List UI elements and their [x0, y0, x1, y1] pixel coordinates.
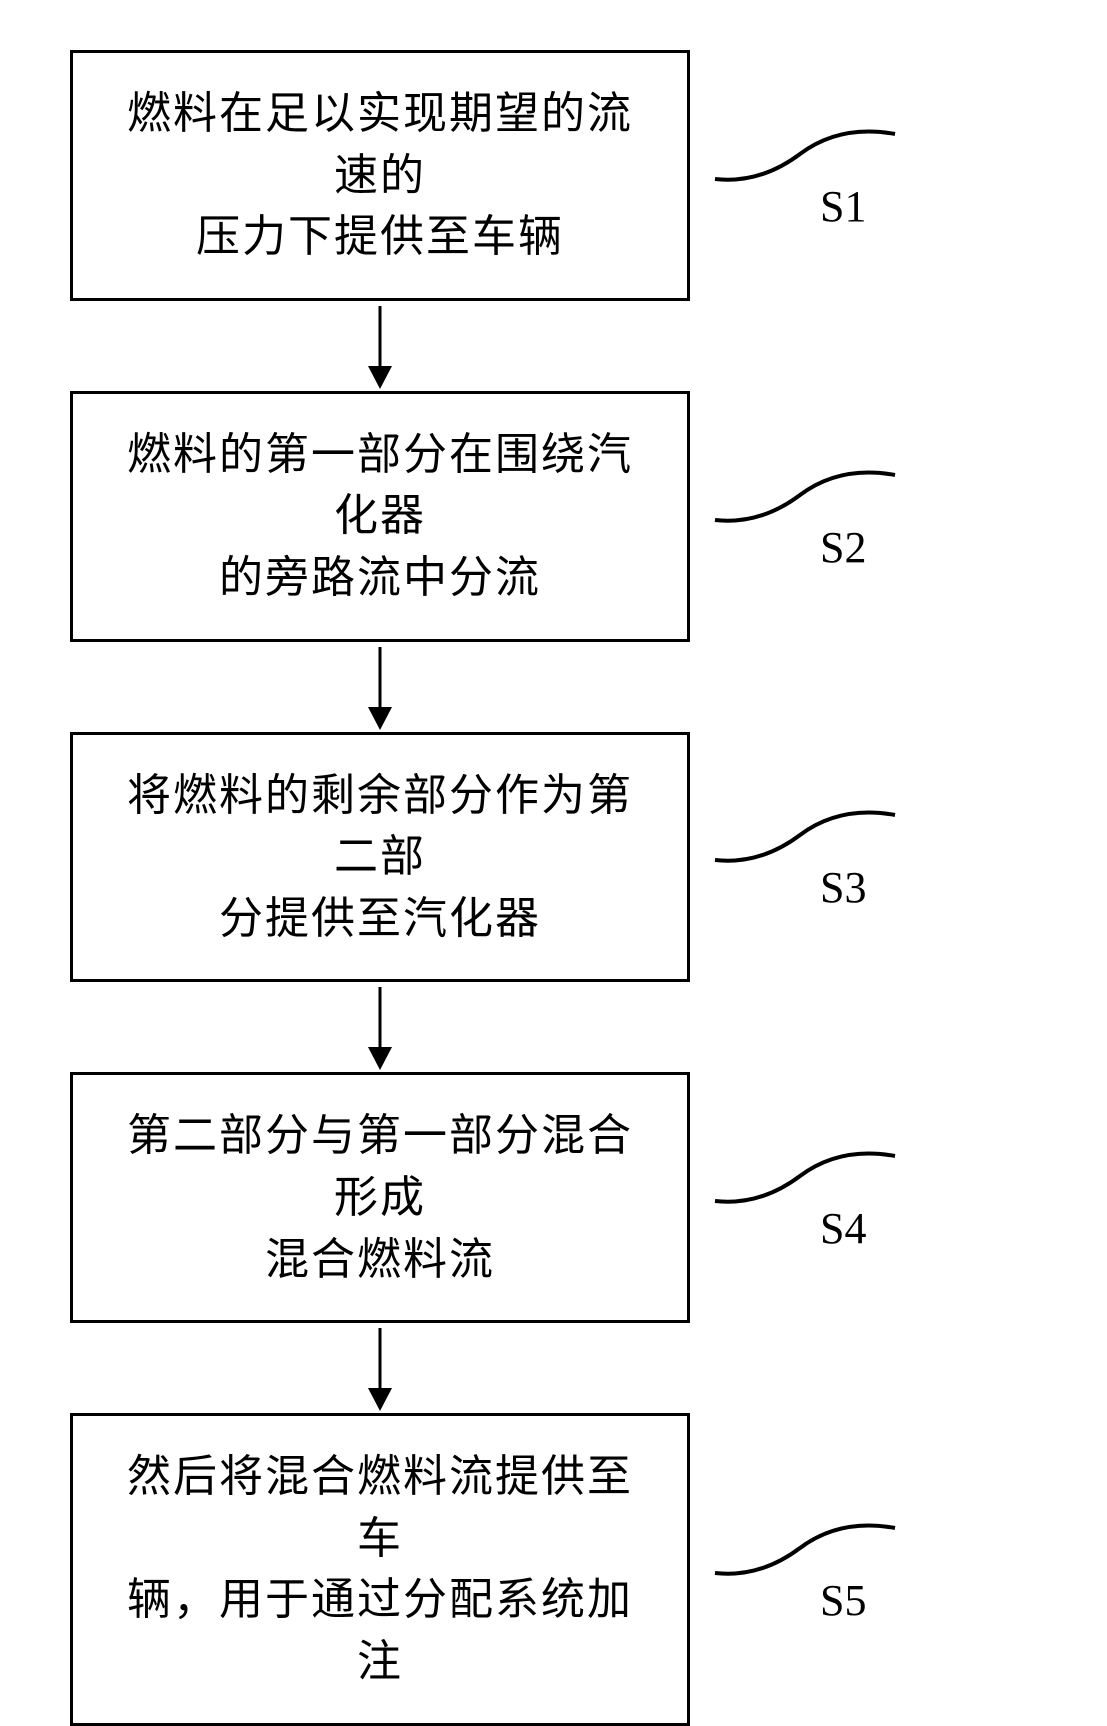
- step-s5: 然后将混合燃料流提供至车 辆，用于通过分配系统加注 S5: [70, 1413, 1020, 1725]
- step-label-wrap: S3: [710, 800, 900, 913]
- step-label-wrap: S2: [710, 460, 900, 573]
- arrow-down-icon: [360, 982, 400, 1072]
- step-text-line1: 将燃料的剩余部分作为第二部: [113, 765, 647, 888]
- step-text-line1: 燃料在足以实现期望的流速的: [113, 83, 647, 206]
- step-label: S5: [820, 1575, 866, 1626]
- step-s3: 将燃料的剩余部分作为第二部 分提供至汽化器 S3: [70, 732, 1020, 983]
- arrow-wrap: [70, 301, 690, 391]
- step-text-line2: 的旁路流中分流: [219, 547, 541, 609]
- step-s4: 第二部分与第一部分混合形成 混合燃料流 S4: [70, 1072, 1020, 1323]
- curve-connector-icon: [710, 119, 900, 189]
- step-box: 将燃料的剩余部分作为第二部 分提供至汽化器: [70, 732, 690, 983]
- arrow-wrap: [70, 642, 690, 732]
- step-text-line2: 分提供至汽化器: [219, 888, 541, 950]
- step-label: S4: [820, 1203, 866, 1254]
- step-box: 第二部分与第一部分混合形成 混合燃料流: [70, 1072, 690, 1323]
- step-box: 燃料的第一部分在围绕汽化器 的旁路流中分流: [70, 391, 690, 642]
- step-text-line1: 然后将混合燃料流提供至车: [113, 1446, 647, 1569]
- step-text-line1: 燃料的第一部分在围绕汽化器: [113, 424, 647, 547]
- step-text-line1: 第二部分与第一部分混合形成: [113, 1105, 647, 1228]
- step-s1: 燃料在足以实现期望的流速的 压力下提供至车辆 S1: [70, 50, 1020, 301]
- step-label-wrap: S4: [710, 1141, 900, 1254]
- step-text-line2: 混合燃料流: [265, 1229, 495, 1291]
- arrow-wrap: [70, 1323, 690, 1413]
- step-box: 然后将混合燃料流提供至车 辆，用于通过分配系统加注: [70, 1413, 690, 1725]
- step-label: S2: [820, 522, 866, 573]
- arrow-down-icon: [360, 301, 400, 391]
- step-s2: 燃料的第一部分在围绕汽化器 的旁路流中分流 S2: [70, 391, 1020, 642]
- arrow-wrap: [70, 982, 690, 1072]
- step-label: S1: [820, 181, 866, 232]
- flowchart-container: 燃料在足以实现期望的流速的 压力下提供至车辆 S1 燃料的第一部分在围绕汽化器 …: [70, 50, 1020, 1726]
- curve-connector-icon: [710, 460, 900, 530]
- step-label: S3: [820, 862, 866, 913]
- step-label-wrap: S1: [710, 119, 900, 232]
- step-box: 燃料在足以实现期望的流速的 压力下提供至车辆: [70, 50, 690, 301]
- step-label-wrap: S5: [710, 1513, 900, 1626]
- curve-connector-icon: [710, 1141, 900, 1211]
- curve-connector-icon: [710, 800, 900, 870]
- curve-connector-icon: [710, 1513, 900, 1583]
- step-text-line2: 辆，用于通过分配系统加注: [113, 1569, 647, 1692]
- step-text-line2: 压力下提供至车辆: [196, 206, 564, 268]
- arrow-down-icon: [360, 642, 400, 732]
- arrow-down-icon: [360, 1323, 400, 1413]
